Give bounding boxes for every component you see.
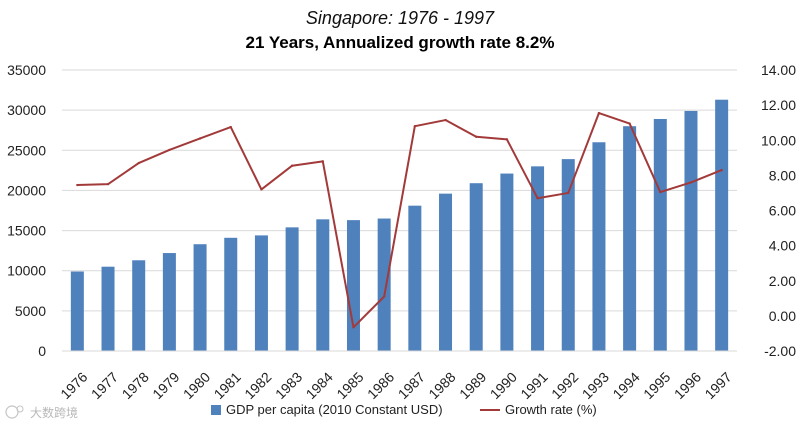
x-tick-label: 1983	[272, 369, 305, 402]
bar-1982	[254, 235, 268, 351]
x-tick-label: 1991	[517, 369, 550, 402]
y-left-tick-label: 35000	[7, 62, 46, 78]
growth-point-1980	[198, 137, 202, 140]
legend-label-growth: Growth rate (%)	[505, 402, 597, 417]
watermark-logo-icon	[5, 405, 24, 419]
y-left-tick-label: 10000	[7, 263, 46, 279]
y-right-tick-label: 0.00	[769, 308, 796, 324]
x-tick-label: 1984	[303, 369, 336, 402]
bar-1978	[132, 260, 146, 351]
watermark-text: 大数跨境	[30, 405, 78, 420]
line-series	[76, 111, 723, 329]
growth-point-1995	[659, 190, 662, 194]
x-tick-label: 1986	[364, 369, 397, 402]
growth-point-1991	[536, 197, 539, 200]
y-axis-right: 14.00 12.00 10.00 8.00 6.00 4.00 2.00 0.00 -2.00	[761, 62, 796, 359]
bar-1992	[561, 159, 575, 351]
bar-1980	[193, 244, 207, 351]
y-left-tick-label: 5000	[15, 303, 46, 319]
x-tick-label: 1987	[395, 369, 428, 402]
y-right-tick-label: 6.00	[769, 203, 796, 219]
y-right-tick-label: 4.00	[769, 238, 796, 254]
bar-1995	[653, 118, 667, 351]
legend-swatch-gdp	[211, 405, 221, 415]
bar-1993	[592, 142, 606, 351]
bar-1979	[162, 253, 176, 351]
bar-1997	[715, 99, 729, 351]
x-tick-label: 1993	[579, 369, 612, 402]
bar-1988	[439, 193, 453, 351]
growth-point-1992	[567, 191, 570, 195]
x-tick-label: 1988	[425, 369, 458, 402]
bar-1987	[408, 205, 422, 351]
y-right-tick-label: 10.00	[761, 132, 796, 148]
growth-point-1987	[413, 125, 417, 128]
y-right-tick-label: -2.00	[764, 343, 796, 359]
growth-rate-line	[77, 112, 723, 329]
growth-point-1977	[106, 182, 110, 186]
y-left-tick-label: 20000	[7, 182, 46, 198]
bar-1977	[101, 266, 115, 351]
x-tick-label: 1979	[149, 369, 182, 402]
bar-1984	[316, 219, 330, 351]
bar-1990	[500, 173, 514, 351]
chart-subtitle: 21 Years, Annualized growth rate 8.2%	[246, 33, 555, 52]
y-left-tick-label: 15000	[7, 223, 46, 239]
growth-point-1982	[260, 188, 263, 191]
growth-point-1990	[505, 138, 509, 141]
growth-point-1978	[137, 161, 140, 165]
x-tick-label: 1978	[118, 369, 151, 402]
x-tick-label: 1976	[57, 369, 90, 402]
bar-1989	[469, 183, 483, 351]
x-tick-label: 1982	[241, 369, 274, 402]
growth-point-1983	[290, 164, 294, 167]
x-tick-label: 1997	[701, 369, 734, 402]
x-tick-label: 1989	[456, 369, 489, 402]
bar-1981	[224, 237, 238, 351]
x-tick-label: 1992	[548, 369, 581, 402]
growth-point-1976	[76, 183, 79, 187]
growth-point-1986	[382, 295, 386, 298]
x-tick-label: 1980	[180, 369, 213, 402]
y-axis-left: 35000 30000 25000 20000 15000 10000 5000 0	[7, 62, 46, 359]
growth-point-1984	[321, 160, 324, 163]
bar-1985	[346, 220, 360, 351]
bar-1991	[531, 166, 545, 351]
growth-point-1981	[229, 125, 232, 129]
growth-point-1993	[597, 111, 601, 115]
x-tick-label: 1990	[487, 369, 520, 402]
bar-1994	[623, 126, 637, 351]
y-right-tick-label: 2.00	[769, 273, 796, 289]
growth-point-1979	[168, 148, 171, 152]
y-right-tick-label: 8.00	[769, 167, 796, 183]
growth-point-1994	[628, 122, 631, 125]
y-right-tick-label: 14.00	[761, 62, 796, 78]
bar-1983	[285, 227, 299, 351]
x-tick-label: 1985	[333, 369, 366, 402]
growth-point-1988	[444, 118, 447, 122]
y-left-tick-label: 0	[38, 343, 46, 359]
bar-1996	[684, 110, 698, 352]
growth-point-1985	[352, 326, 355, 329]
watermark: 大数跨境	[5, 405, 78, 420]
x-tick-label: 1996	[671, 369, 704, 402]
x-tick-label: 1995	[640, 369, 673, 402]
legend-label-gdp: GDP per capita (2010 Constant USD)	[226, 402, 443, 417]
x-tick-label: 1994	[609, 369, 642, 402]
growth-point-1989	[475, 135, 478, 138]
bar-1986	[377, 218, 391, 351]
growth-point-1997	[720, 168, 723, 172]
x-tick-label: 1977	[88, 369, 121, 402]
growth-point-1996	[689, 181, 693, 184]
legend: GDP per capita (2010 Constant USD) Growt…	[211, 402, 597, 417]
bar-1976	[70, 271, 84, 351]
y-left-tick-label: 25000	[7, 142, 46, 158]
bar-series	[70, 99, 729, 352]
chart-title: Singapore: 1976 - 1997	[306, 8, 495, 28]
y-left-tick-label: 30000	[7, 102, 46, 118]
y-right-tick-label: 12.00	[761, 97, 796, 113]
x-axis: 1976197719781979198019811982198319841985…	[57, 350, 737, 402]
x-tick-label: 1981	[211, 369, 244, 402]
